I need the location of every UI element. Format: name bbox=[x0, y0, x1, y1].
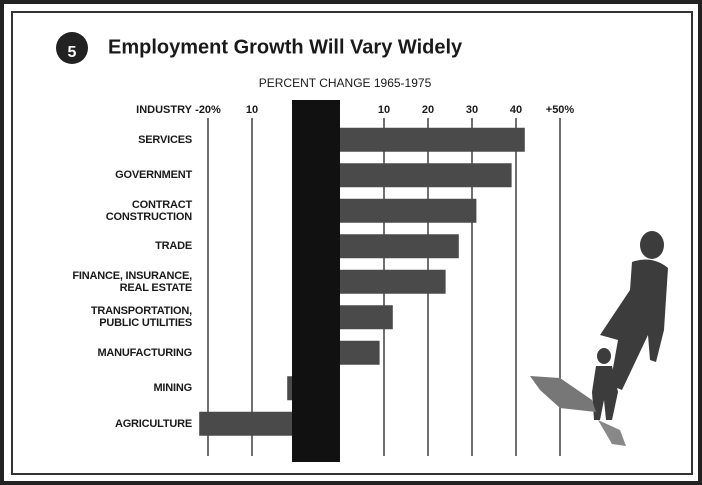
x-tick-label: 20 bbox=[422, 104, 434, 116]
figure-shadow bbox=[530, 376, 596, 412]
x-tick-label: -20% bbox=[195, 104, 221, 116]
chart-subtitle: PERCENT CHANGE 1965-1975 bbox=[259, 76, 432, 90]
category-label: MANUFACTURING bbox=[97, 346, 192, 359]
category-label: TRANSPORTATION, PUBLIC UTILITIES bbox=[90, 305, 192, 330]
bar bbox=[199, 411, 296, 436]
bar bbox=[338, 198, 477, 223]
x-tick-label: 40 bbox=[510, 104, 522, 116]
bar bbox=[338, 234, 459, 259]
x-tick-label: 10 bbox=[246, 104, 258, 116]
bar bbox=[338, 305, 393, 330]
inner-frame bbox=[11, 11, 693, 475]
category-label: CONTRACT CONSTRUCTION bbox=[105, 198, 192, 223]
bars bbox=[199, 127, 525, 436]
category-label: MINING bbox=[153, 382, 192, 395]
figure-shadow bbox=[598, 420, 626, 446]
illustration bbox=[530, 231, 668, 446]
category-label: SERVICES bbox=[138, 133, 192, 146]
bar bbox=[338, 340, 380, 365]
category-label: TRADE bbox=[155, 240, 192, 253]
chart-title: Employment Growth Will Vary Widely bbox=[108, 36, 463, 58]
x-tick-label: +50% bbox=[546, 104, 575, 116]
bar bbox=[287, 376, 296, 401]
bar bbox=[338, 269, 446, 294]
bar bbox=[338, 163, 512, 188]
badge-number: 5 bbox=[68, 44, 77, 61]
category-label: AGRICULTURE bbox=[114, 417, 192, 430]
zero-band bbox=[292, 100, 340, 462]
figure-head bbox=[640, 231, 664, 259]
figure-head bbox=[597, 348, 611, 364]
figure-body bbox=[600, 259, 668, 390]
category-label: GOVERNMENT bbox=[115, 169, 192, 182]
category-label: FINANCE, INSURANCE, REAL ESTATE bbox=[72, 269, 192, 294]
badge-circle bbox=[56, 32, 88, 64]
figure-body bbox=[592, 366, 618, 420]
category-header: INDUSTRY bbox=[136, 104, 192, 116]
x-tick-label: 30 bbox=[466, 104, 478, 116]
bar bbox=[338, 127, 525, 152]
x-tick-label: 10 bbox=[378, 104, 390, 116]
